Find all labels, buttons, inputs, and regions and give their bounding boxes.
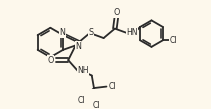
Text: Cl: Cl [170,36,177,45]
Text: N: N [75,42,81,51]
Text: NH: NH [78,66,89,75]
Text: Cl: Cl [108,82,116,91]
Text: O: O [113,8,120,17]
Text: Cl: Cl [92,101,100,109]
Text: O: O [48,56,54,65]
Text: Cl: Cl [77,96,85,105]
Text: HN: HN [126,28,138,37]
Text: S: S [88,28,93,37]
Text: N: N [59,28,65,37]
